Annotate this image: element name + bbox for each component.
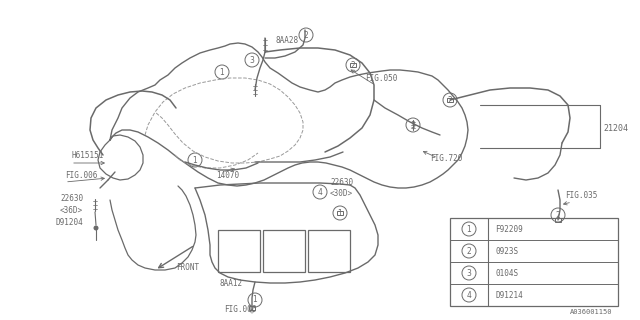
Bar [350, 63, 356, 67]
Text: F92209: F92209 [495, 225, 523, 234]
Bar [450, 218, 618, 306]
Text: 1: 1 [193, 156, 197, 164]
Text: <36D>: <36D> [60, 205, 83, 214]
Bar [555, 218, 561, 222]
Text: 2: 2 [467, 246, 472, 255]
Text: 1: 1 [467, 225, 472, 234]
Text: 3: 3 [411, 121, 415, 130]
Bar [249, 306, 255, 310]
Bar [337, 211, 343, 215]
Text: 0104S: 0104S [495, 268, 518, 277]
Text: FIG.035: FIG.035 [565, 190, 597, 199]
Bar [308, 230, 350, 272]
Text: FIG.050: FIG.050 [365, 74, 397, 83]
Text: A036001150: A036001150 [570, 309, 612, 315]
Text: 22630: 22630 [60, 194, 83, 203]
Bar [218, 230, 260, 272]
Text: 0923S: 0923S [495, 246, 518, 255]
Text: 8AA12: 8AA12 [220, 279, 243, 289]
Bar [447, 98, 453, 102]
Text: FIG.006: FIG.006 [224, 306, 256, 315]
Text: 3: 3 [250, 55, 255, 65]
Text: FRONT: FRONT [177, 263, 200, 273]
Text: 14070: 14070 [216, 171, 239, 180]
Text: 2: 2 [556, 211, 561, 220]
Text: D91214: D91214 [495, 291, 523, 300]
Text: 8AA28: 8AA28 [275, 36, 298, 44]
Text: 4: 4 [317, 188, 323, 196]
Text: 2: 2 [303, 30, 308, 39]
Text: 21204: 21204 [603, 124, 628, 132]
Text: FIG.720: FIG.720 [430, 154, 462, 163]
Bar [263, 230, 305, 272]
Text: 1: 1 [253, 295, 257, 305]
Text: 4: 4 [467, 291, 472, 300]
Text: 22630: 22630 [330, 178, 353, 187]
Text: 3: 3 [467, 268, 472, 277]
Text: D91204: D91204 [55, 218, 83, 227]
Circle shape [93, 226, 99, 230]
Text: 2: 2 [447, 95, 452, 105]
Text: 2: 2 [351, 60, 355, 69]
Text: H615151: H615151 [72, 150, 104, 159]
Text: 1: 1 [220, 68, 225, 76]
Text: FIG.006: FIG.006 [65, 171, 97, 180]
Text: 1: 1 [338, 209, 342, 218]
Text: <30D>: <30D> [330, 188, 353, 197]
